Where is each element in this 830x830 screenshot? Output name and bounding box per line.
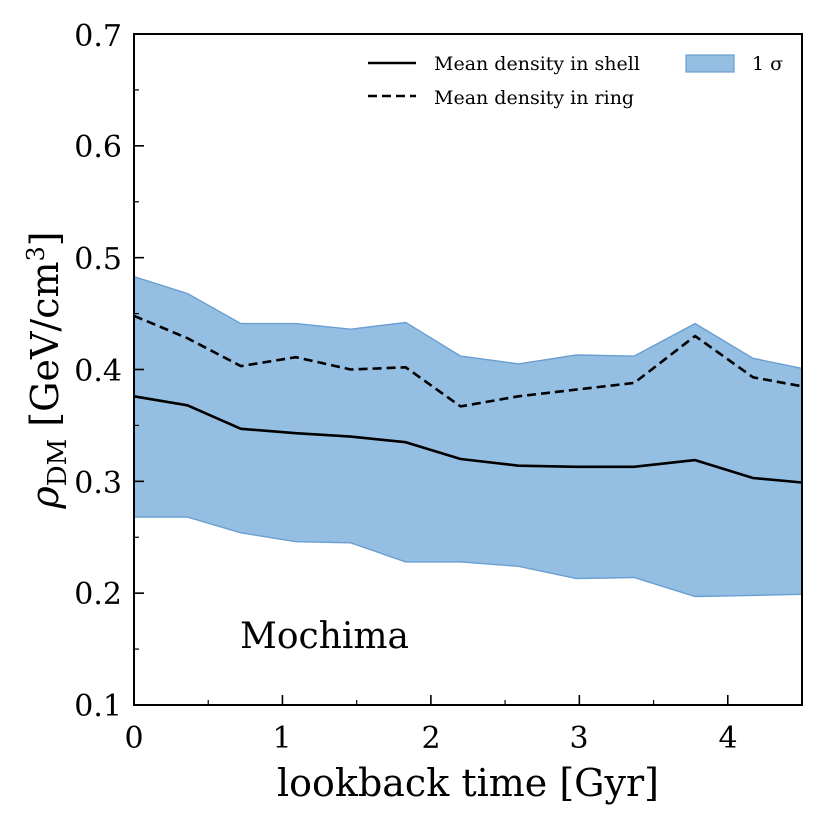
- legend-label-ring: Mean density in ring: [434, 87, 634, 109]
- y-tick-label: 0.6: [74, 130, 122, 165]
- y-axis-label-symbol: ρ: [23, 486, 67, 510]
- series-line-shell: [133, 395, 803, 484]
- sigma-band-upper-edge: [133, 276, 803, 370]
- y-axis-label-unit: [GeV/cm: [23, 261, 67, 438]
- y-axis-label-close: ]: [23, 231, 67, 246]
- legend-band-swatch: [685, 54, 735, 73]
- y-tick-label: 0.5: [74, 242, 122, 277]
- legend-label-shell: Mean density in shell: [434, 53, 640, 75]
- legend-label-sigma: 1 σ: [752, 53, 783, 75]
- series-line-ring: [133, 314, 803, 408]
- y-axis-label-exponent: 3: [22, 246, 50, 261]
- legend: Mean density in shell Mean density in ri…: [368, 53, 783, 109]
- x-tick-label: 2: [421, 721, 440, 756]
- sigma-band-lower-edge: [134, 516, 803, 598]
- y-axis-label: ρDM [GeV/cm3]: [22, 231, 73, 509]
- x-tick-label: 4: [718, 721, 737, 756]
- sigma-band: [134, 276, 802, 597]
- y-tick-label: 0.4: [74, 354, 122, 389]
- y-tick-label: 0.2: [74, 577, 122, 612]
- x-axis-label: lookback time [Gyr]: [277, 761, 659, 805]
- y-tick-label: 0.1: [74, 689, 122, 724]
- plot-area: [133, 276, 803, 598]
- annotation-mochima: Mochima: [240, 616, 409, 657]
- x-tick-labels: 0 1 2 3 4: [124, 721, 737, 756]
- x-tick-label: 1: [272, 721, 291, 756]
- y-tick-labels: 0.1 0.2 0.3 0.4 0.5 0.6 0.7: [74, 19, 122, 724]
- x-tick-label: 0: [124, 721, 143, 756]
- y-tick-label: 0.3: [74, 466, 122, 501]
- y-tick-label: 0.7: [74, 19, 122, 54]
- tick-marks: [133, 33, 729, 706]
- y-axis-label-subscript: DM: [43, 439, 73, 486]
- x-tick-label: 3: [569, 721, 588, 756]
